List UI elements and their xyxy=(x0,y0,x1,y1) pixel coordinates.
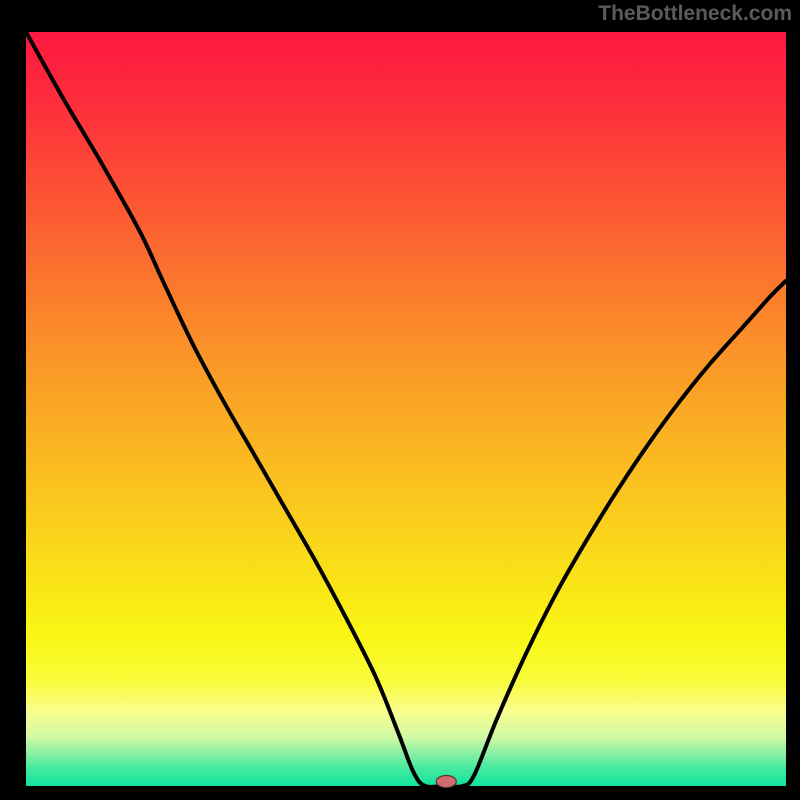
attribution-label: TheBottleneck.com xyxy=(598,2,792,26)
chart-svg xyxy=(0,0,800,800)
sweet-spot-marker xyxy=(436,775,456,787)
bottleneck-chart: TheBottleneck.com xyxy=(0,0,800,800)
